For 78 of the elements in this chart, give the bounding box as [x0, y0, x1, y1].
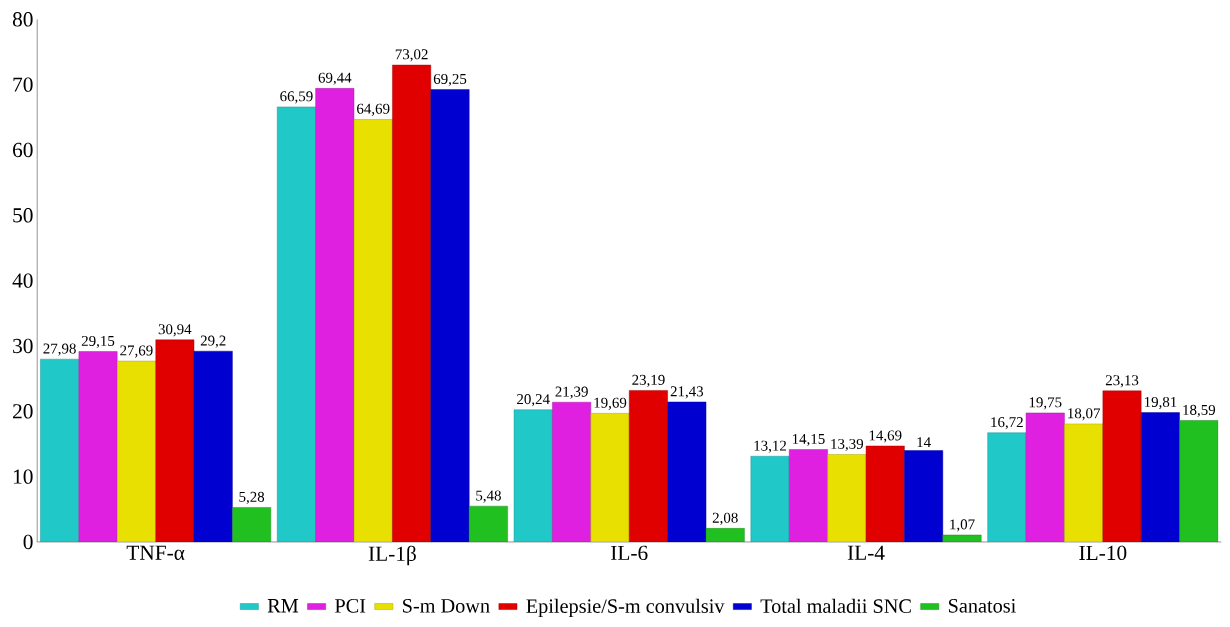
data-label: 19,69	[594, 397, 627, 410]
data-label: 21,39	[555, 386, 588, 399]
legend-label: Epilepsie/S-m convulsiv	[526, 598, 725, 618]
bar	[193, 350, 233, 542]
x-tick-label: TNF-α	[126, 545, 185, 560]
data-label: 69,44	[318, 72, 352, 85]
data-label: 2,08	[712, 512, 738, 525]
data-label: 5,28	[239, 491, 265, 504]
bar	[276, 106, 316, 542]
data-label: 29,2	[200, 335, 226, 348]
y-tick-label: 80	[12, 12, 33, 27]
data-label: 13,12	[754, 440, 787, 453]
bar	[469, 505, 508, 542]
bar	[353, 119, 393, 542]
legend-label: Total maladii SNC	[760, 598, 911, 613]
bar	[789, 449, 828, 542]
data-label: 14	[917, 437, 931, 447]
data-label: 66,59	[280, 91, 313, 104]
y-tick-label: 30	[13, 338, 33, 354]
bar	[78, 351, 118, 542]
y-tick-label: 20	[13, 404, 33, 419]
bar	[155, 339, 195, 542]
data-label: 23,19	[632, 374, 665, 387]
bar	[750, 455, 790, 542]
data-label: 20,24	[517, 394, 550, 407]
bar	[987, 432, 1027, 542]
data-label: 64,69	[357, 103, 390, 116]
data-label: 14,69	[869, 430, 902, 443]
x-tick-label: IL-10	[1079, 545, 1127, 561]
data-label: 5,48	[476, 490, 501, 503]
bar	[1141, 412, 1180, 542]
data-label: 19,75	[1029, 397, 1062, 410]
bar	[513, 409, 553, 542]
data-label: 13,39	[831, 438, 864, 451]
bar	[865, 445, 905, 542]
bar	[552, 401, 592, 542]
data-label: 27,69	[120, 345, 153, 358]
bar	[40, 358, 80, 542]
y-tick-label: 0	[23, 534, 33, 550]
data-label: 23,13	[1105, 375, 1139, 388]
bar	[232, 507, 272, 542]
bar	[1025, 412, 1065, 542]
x-tick-label: IL-6	[611, 545, 648, 560]
data-label: 19,81	[1144, 396, 1177, 410]
bar	[667, 401, 707, 542]
data-label: 18,59	[1183, 404, 1216, 418]
bar	[904, 450, 944, 542]
y-tick-label: 70	[13, 77, 33, 92]
data-label: 27,98	[43, 343, 76, 356]
data-label: 18,07	[1068, 408, 1101, 421]
data-label: 14,15	[792, 433, 825, 447]
y-tick-label: 10	[13, 469, 33, 484]
data-label: 69,25	[433, 73, 467, 87]
y-tick-label: 40	[12, 273, 33, 288]
legend-label: RM	[267, 599, 299, 613]
bar	[116, 360, 156, 542]
legend-label: Sanatosi	[948, 598, 1016, 613]
legend-label: PCI	[335, 598, 366, 613]
data-label: 30,94	[158, 324, 192, 337]
bar	[430, 89, 470, 542]
data-label: 29,15	[81, 335, 115, 349]
x-tick-label: IL-4	[847, 545, 885, 560]
y-tick-label: 50	[13, 208, 33, 223]
bar	[315, 87, 355, 542]
bar	[629, 390, 668, 542]
bar	[392, 64, 432, 542]
y-tick-label: 60	[13, 142, 33, 158]
bar	[590, 413, 630, 542]
data-label: 1,07	[950, 519, 975, 532]
bar	[1102, 390, 1142, 542]
legend-label: S-m Down	[403, 598, 490, 613]
x-tick-label: IL-1β	[368, 545, 416, 566]
bar	[827, 454, 867, 542]
data-label: 21,43	[670, 386, 704, 399]
data-label: 16,72	[991, 417, 1023, 430]
data-label: 73,02	[395, 49, 428, 62]
bar	[1064, 423, 1104, 542]
bar	[1179, 420, 1219, 542]
